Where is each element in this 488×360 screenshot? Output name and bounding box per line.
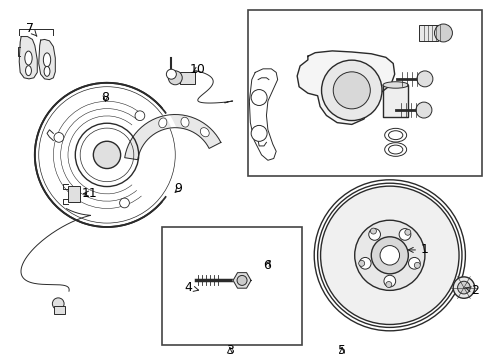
Text: 11: 11 [81,187,97,200]
Text: 5: 5 [337,344,346,357]
Text: 1: 1 [407,243,428,256]
Circle shape [52,298,64,310]
Circle shape [379,246,399,265]
Circle shape [433,24,451,42]
Text: 2: 2 [464,284,478,297]
Ellipse shape [200,128,209,137]
Ellipse shape [384,129,406,142]
Circle shape [413,262,419,268]
Circle shape [54,132,63,142]
Polygon shape [19,37,37,79]
Ellipse shape [384,143,406,156]
Ellipse shape [159,118,166,128]
Circle shape [383,275,395,287]
Circle shape [166,69,176,79]
Circle shape [332,72,369,109]
Circle shape [93,141,121,168]
Bar [180,72,194,84]
Circle shape [370,228,376,234]
Ellipse shape [388,131,402,140]
Circle shape [251,90,266,105]
Ellipse shape [181,117,189,127]
Polygon shape [233,273,250,288]
Circle shape [120,198,129,208]
Bar [161,227,302,345]
Polygon shape [124,114,221,160]
Circle shape [452,277,474,298]
Circle shape [457,281,469,294]
Circle shape [415,102,431,118]
Circle shape [321,60,381,121]
Text: 3: 3 [225,344,233,357]
Ellipse shape [388,145,402,154]
Circle shape [398,229,410,240]
Ellipse shape [43,53,51,67]
Circle shape [385,282,391,288]
Circle shape [135,111,144,121]
Circle shape [368,229,380,240]
Text: 6: 6 [263,259,270,272]
Text: 7: 7 [26,22,37,36]
Ellipse shape [25,51,32,65]
Circle shape [168,71,182,85]
Text: 9: 9 [174,183,182,195]
Polygon shape [382,85,407,117]
Text: 10: 10 [189,63,205,76]
Polygon shape [297,51,394,125]
Bar [68,186,80,202]
Ellipse shape [44,66,50,76]
Text: 8: 8 [102,91,109,104]
Ellipse shape [382,82,407,88]
Circle shape [359,257,370,269]
Ellipse shape [25,66,31,76]
Circle shape [354,220,424,291]
Circle shape [407,257,419,269]
Polygon shape [39,40,55,80]
Circle shape [370,237,407,274]
Circle shape [404,229,410,235]
Circle shape [320,186,458,324]
Bar [418,25,438,41]
Bar [248,10,482,176]
Bar [54,306,65,314]
Circle shape [416,71,432,87]
Circle shape [358,260,364,266]
Circle shape [237,275,246,285]
Circle shape [251,125,266,141]
Text: 4: 4 [184,281,198,294]
